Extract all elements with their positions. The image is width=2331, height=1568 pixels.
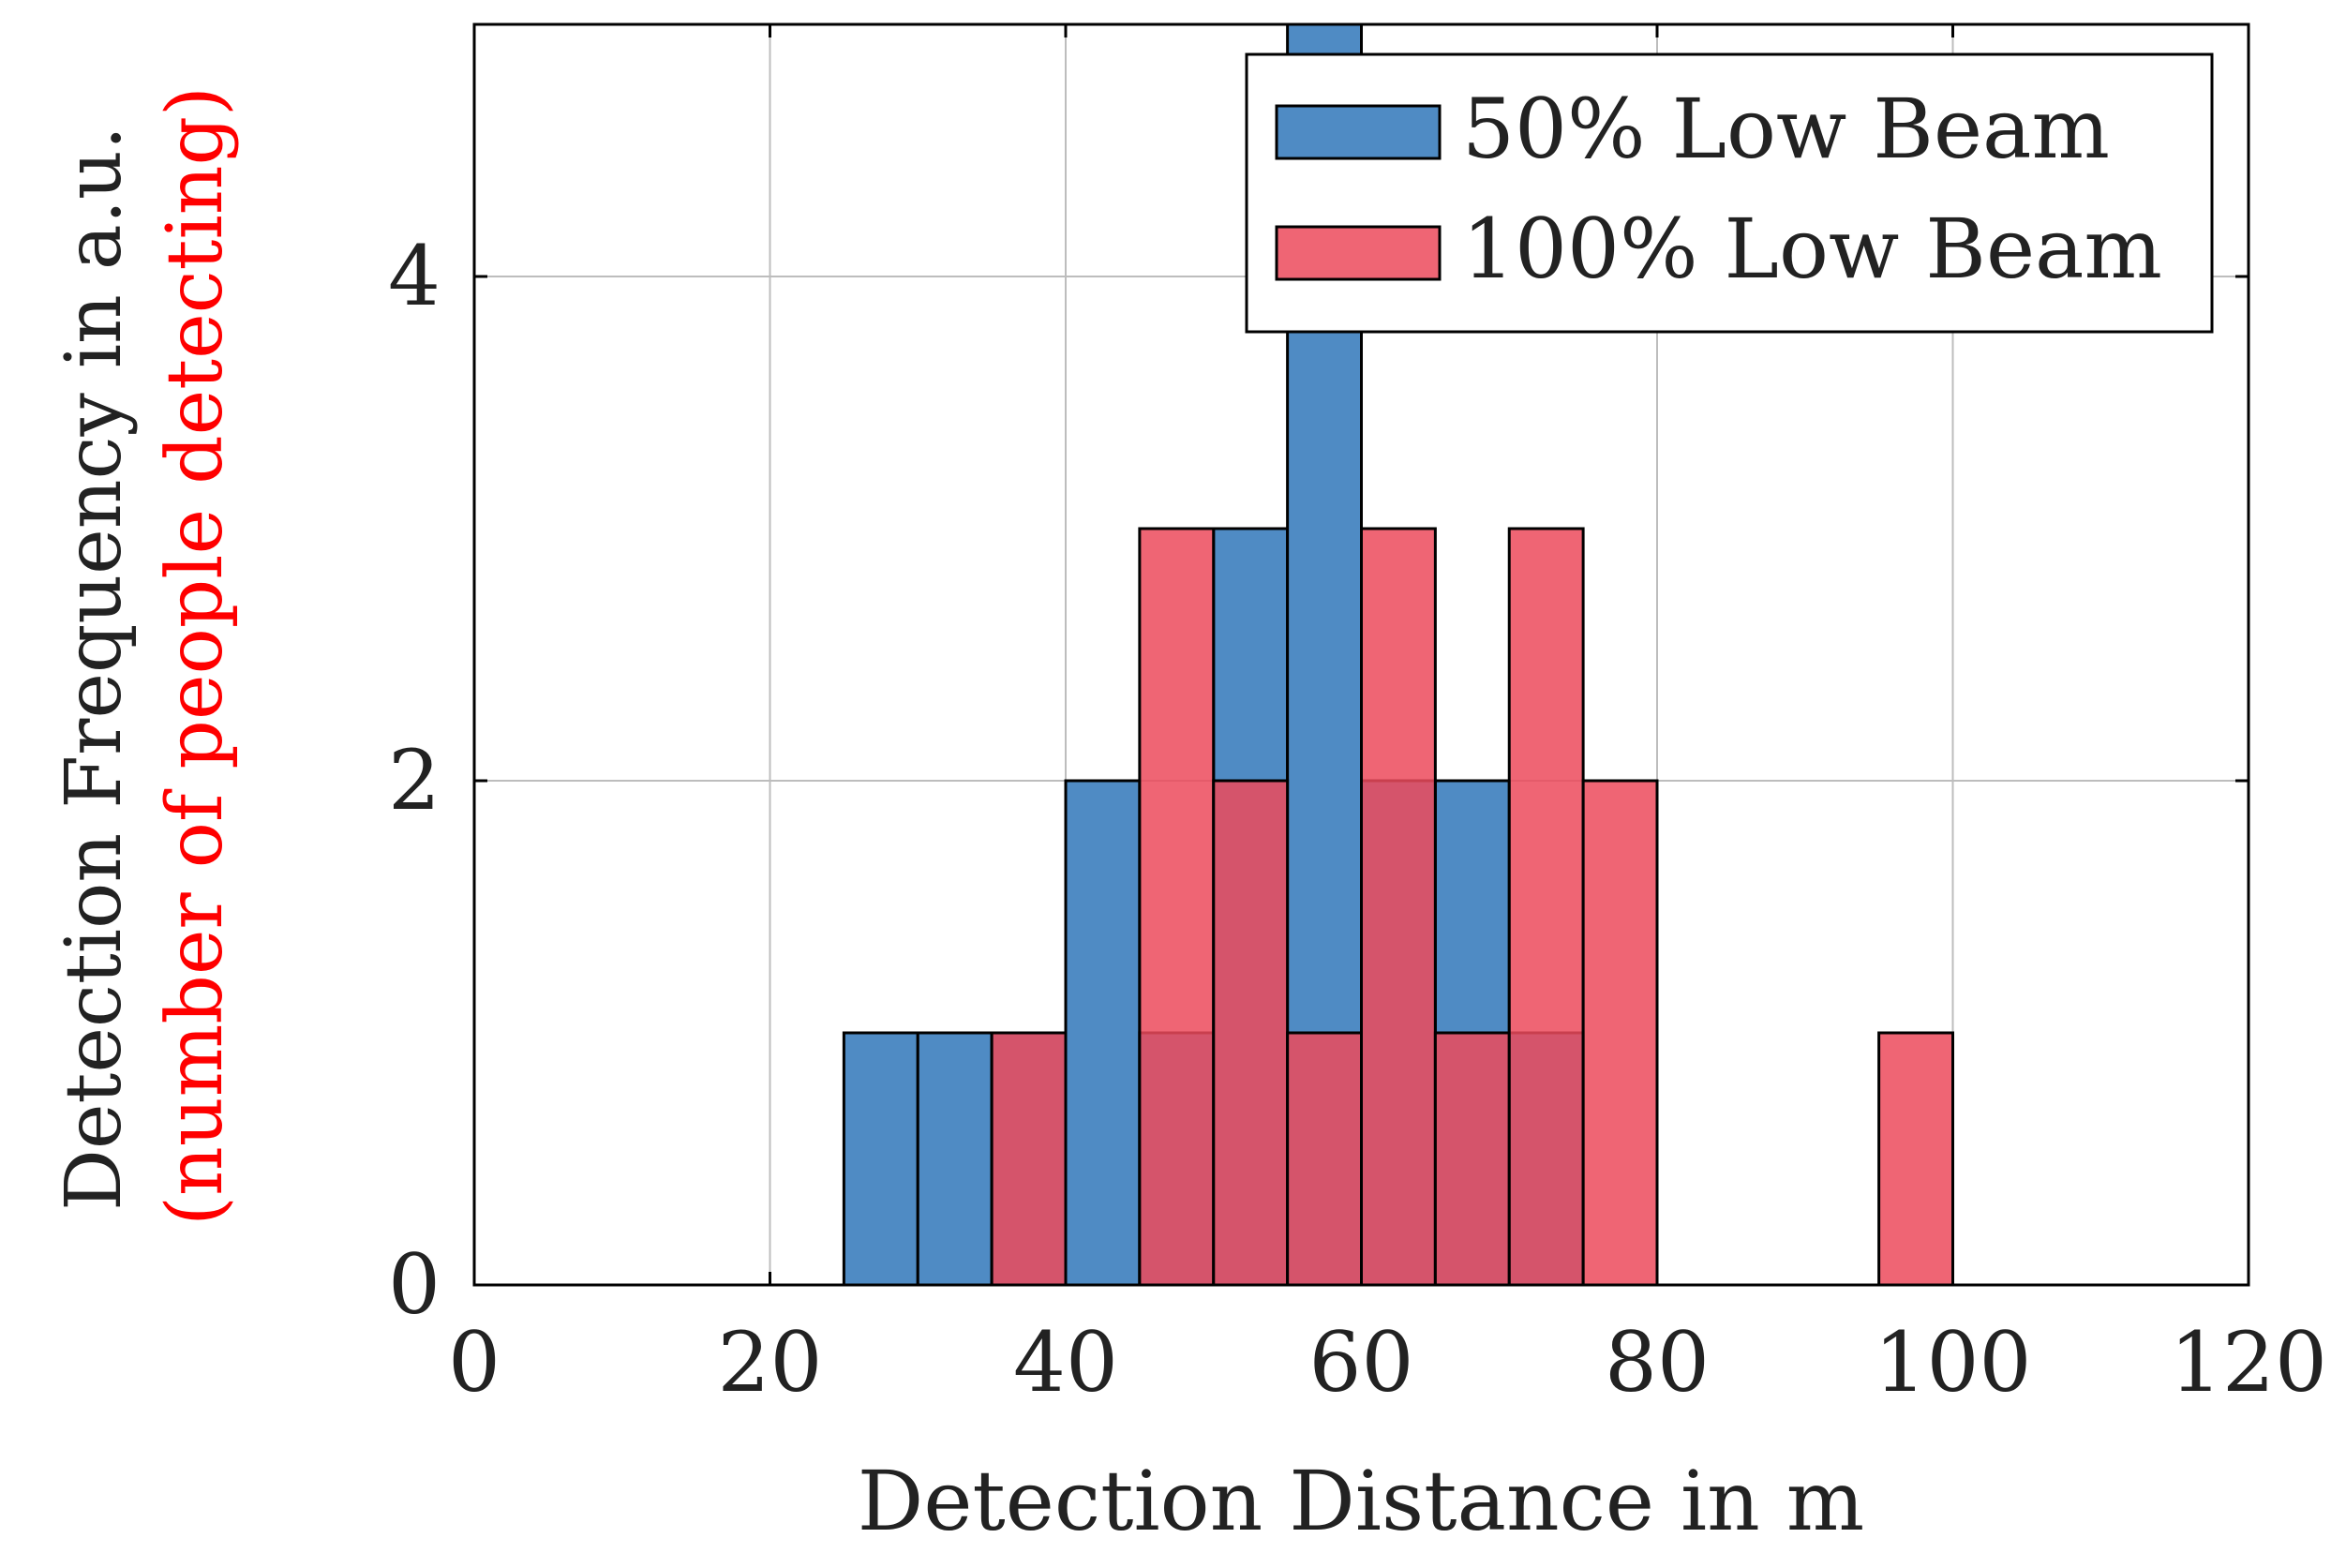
legend-swatch-100-low-beam (1275, 225, 1442, 281)
y-axis-label-line2: (number of people detecting) (151, 86, 240, 1226)
y-tick-labels: 0 2 4 (388, 228, 441, 1333)
bar-50-low-beam (916, 1031, 994, 1287)
axis-ticks (472, 24, 2250, 1287)
x-tick-label: 40 (1013, 1314, 1118, 1411)
x-tick-label: 0 (448, 1314, 501, 1411)
bar-100-low-beam (1433, 1031, 1511, 1287)
y-tick-label: 0 (388, 1236, 441, 1333)
legend-swatch-50-low-beam (1275, 104, 1442, 160)
x-tick-label: 60 (1309, 1314, 1414, 1411)
x-tick-label: 20 (718, 1314, 823, 1411)
bar-50-low-beam (842, 1031, 919, 1287)
bar-100-low-beam (1581, 779, 1659, 1287)
x-tick-label: 120 (2170, 1314, 2327, 1411)
bar-50-low-beam (1064, 779, 1142, 1287)
legend-box (1245, 52, 2214, 334)
y-axis-label-line1: Detection Frequency in a.u. (50, 126, 139, 1211)
x-axis-label: Detection Distance in m (858, 1453, 1864, 1549)
y-axis-label: Detection Frequency in a.u. (number of p… (50, 86, 240, 1226)
bar-100-low-beam (1212, 779, 1290, 1287)
x-tick-label: 80 (1605, 1314, 1710, 1411)
bar-100-low-beam (1507, 527, 1585, 1287)
bar-100-low-beam (1138, 527, 1216, 1287)
x-tick-label: 100 (1875, 1314, 2032, 1411)
bar-100-low-beam (1360, 527, 1437, 1287)
bar-100-low-beam (1286, 1031, 1363, 1287)
y-tick-label: 2 (388, 732, 441, 829)
x-tick-labels: 0 20 40 60 80 100 120 (448, 1314, 2327, 1411)
legend-label-100-low-beam: 100% Low Beam (1462, 201, 2162, 297)
series-100-low-beam (990, 527, 1954, 1287)
legend-label-50-low-beam: 50% Low Beam (1462, 81, 2110, 177)
bar-100-low-beam (990, 1031, 1068, 1287)
bar-100-low-beam (1877, 1031, 1954, 1287)
legend: 50% Low Beam 100% Low Beam (1245, 52, 2214, 334)
y-tick-label: 4 (388, 228, 441, 324)
